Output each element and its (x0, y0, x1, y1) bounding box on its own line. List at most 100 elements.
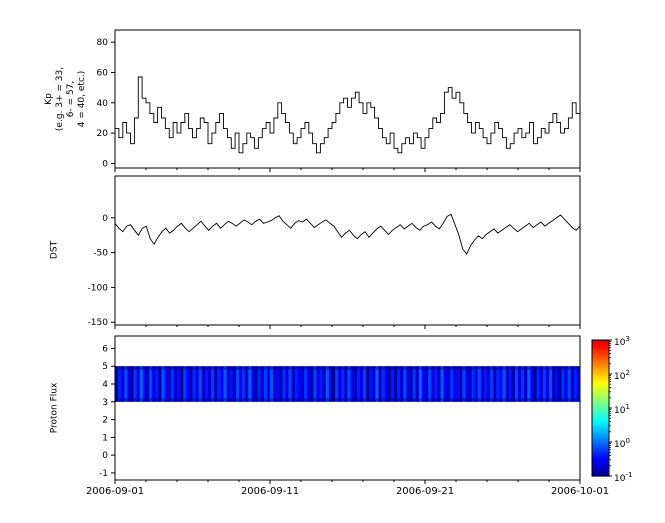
proton-flux-cell (322, 366, 327, 402)
proton_flux-y-tick-label: 5 (102, 362, 108, 372)
proton-flux-cell (425, 366, 429, 402)
proton-flux-cell (353, 366, 358, 402)
proton-flux-cell (158, 366, 162, 402)
colorbar-gradient-step (592, 433, 609, 437)
proton-flux-cell (146, 366, 150, 402)
proton-flux-cell (285, 366, 289, 402)
proton-flux-cell (431, 366, 435, 402)
proton-flux-cell (459, 366, 463, 402)
proton-flux-cell (409, 366, 413, 402)
colorbar-gradient-step (592, 369, 609, 373)
proton-flux-cell (521, 366, 525, 402)
dst-y-tick-label: -100 (88, 283, 109, 293)
proton-flux-cell (576, 366, 581, 402)
colorbar-gradient-step (592, 344, 609, 347)
proton-flux-cell (127, 366, 131, 402)
proton-flux-cell (115, 366, 119, 402)
proton-flux-cell (387, 366, 392, 402)
proton-flux-cell (173, 366, 178, 402)
colorbar-gradient-step (592, 429, 609, 432)
proton-flux-cell (446, 366, 451, 402)
proton-flux-cell (536, 366, 540, 402)
kp-axis-label-line4: 4 = 40, etc.) (77, 70, 87, 128)
proton-flux-cell (415, 366, 420, 402)
proton-flux-cell (449, 366, 454, 402)
proton-flux-cell (164, 366, 168, 402)
proton-flux-cell (394, 366, 398, 402)
colorbar-gradient-step (592, 365, 609, 369)
proton-flux-cell (508, 366, 513, 402)
dst-y-tick-label: -150 (88, 318, 109, 328)
colorbar-gradient-step (592, 461, 609, 464)
colorbar-label-1e-1: 10-1 (614, 471, 633, 484)
colorbar-label-1e0: 100 (614, 437, 630, 450)
kp-y-tick-label: 0 (102, 159, 108, 169)
colorbar-gradient-step (592, 346, 609, 350)
proton-flux-cell (239, 366, 243, 402)
proton-flux-cell (211, 366, 215, 402)
proton-flux-cell (502, 366, 506, 402)
proton-flux-cell (297, 366, 302, 402)
proton-flux-cell (372, 366, 376, 402)
proton-flux-cell (456, 366, 460, 402)
proton-flux-cell (403, 366, 407, 402)
colorbar-gradient-step (592, 439, 609, 443)
colorbar-gradient-step (592, 444, 609, 447)
colorbar-gradient-step (592, 350, 609, 354)
x-tick-label-1: 2006-09-01 (85, 486, 145, 497)
proton-flux-cell (204, 366, 209, 402)
colorbar-gradient-step (592, 431, 609, 435)
colorbar-gradient-step (592, 422, 609, 426)
dst-y-tick-label: 0 (102, 214, 108, 224)
proton-flux-cell (545, 366, 550, 402)
proton-flux-cell (344, 366, 348, 402)
kp-y-tick-label: 40 (97, 99, 109, 109)
proton-flux-cell (363, 366, 367, 402)
proton-flux-cell (527, 366, 531, 402)
proton-flux-cell (555, 366, 559, 402)
proton-flux-cell (294, 366, 299, 402)
proton-flux-cell (378, 366, 382, 402)
proton-flux-cell (539, 366, 544, 402)
proton-flux-cell (257, 366, 261, 402)
proton-flux-cell (170, 366, 175, 402)
proton-flux-cell (251, 366, 255, 402)
kp-axis-label-line1: Kp (44, 93, 54, 105)
proton-flux-cell (198, 366, 203, 402)
proton-flux-cell (232, 366, 237, 402)
colorbar-gradient-step (592, 363, 609, 367)
proton-flux-cell (514, 366, 519, 402)
proton-flux-cell (288, 366, 292, 402)
kp-axis-label-line3: 6- = 57, (66, 80, 76, 118)
colorbar-label-1e1: 101 (614, 403, 630, 416)
colorbar-gradient-step (592, 361, 609, 364)
colorbar-gradient-step (592, 471, 609, 475)
proton-flux-cell (177, 366, 181, 402)
dst-y-tick-label: -50 (93, 249, 108, 259)
proton-flux-cell (180, 366, 184, 402)
proton-flux-cell (291, 366, 296, 402)
proton-flux-cell (121, 366, 125, 402)
proton-flux-cell (273, 366, 277, 402)
proton-flux-cell (561, 366, 565, 402)
colorbar-gradient-step (592, 395, 609, 398)
dst-panel-border (114, 175, 581, 326)
colorbar-gradient-step (592, 459, 609, 462)
proton-flux-cell (397, 366, 401, 402)
proton-flux-cell (533, 366, 537, 402)
colorbar-gradient-step (592, 393, 609, 396)
proton-flux-cell (406, 366, 410, 402)
colorbar-gradient-step (592, 469, 609, 473)
colorbar-gradient-step (592, 374, 609, 377)
proton_flux-y-tick-label: 4 (102, 380, 108, 390)
colorbar-gradient-step (592, 418, 609, 422)
proton-flux-cell (434, 366, 438, 402)
proton-flux-cell (167, 366, 172, 402)
kp-y-tick-label: 20 (97, 129, 109, 139)
colorbar-gradient-step (592, 435, 609, 439)
kp-panel-border (114, 29, 581, 169)
proton-flux-cell (477, 366, 482, 402)
colorbar-gradient-step (592, 442, 609, 445)
colorbar-gradient-step (592, 348, 609, 352)
